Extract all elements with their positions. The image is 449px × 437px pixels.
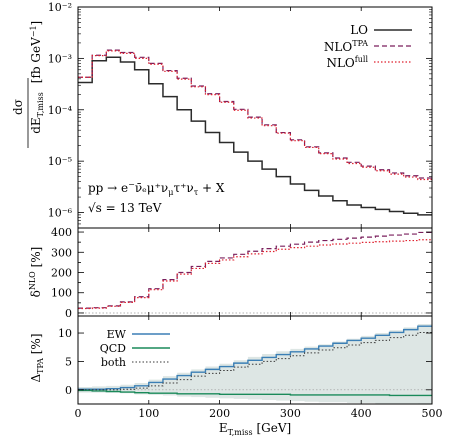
x-tick-label: 400 <box>351 407 372 420</box>
y-tick-label: 10⁻² <box>48 1 72 14</box>
svg-text:dσ: dσ <box>11 99 25 115</box>
tpa-line-qcd <box>78 389 432 397</box>
tpa-frame <box>77 315 433 405</box>
x-tick-label: 500 <box>422 407 443 420</box>
ratio-line-nlo-full <box>78 239 432 310</box>
legend-nlo-tpa-label: NLOTPA <box>324 39 368 54</box>
ratio-panel: 0 100 200 300 400 δNLO [%] <box>28 226 433 320</box>
main-legend: LO NLOTPA NLOfull <box>324 23 412 70</box>
x-axis-label: ET,miss [GeV] <box>219 421 291 437</box>
y-tick-label: 300 <box>51 246 72 259</box>
main-x-ticks <box>77 7 433 228</box>
ratio-x-ticks <box>77 228 433 316</box>
y-tick-label: 400 <box>51 226 72 239</box>
y-tick-label: 0 <box>65 307 72 320</box>
main-panel: 10⁻⁶ 10⁻⁵ 10⁻⁴ 10⁻³ 10⁻² dσ dET,miss [fb GeV… <box>11 1 433 229</box>
tpa-y-ticks: 0 5 10 <box>58 327 432 397</box>
y-tick-label: 10⁻⁶ <box>48 207 73 220</box>
x-tick-label: 200 <box>209 407 230 420</box>
tpa-x-ticks: 0 100 200 300 400 500 <box>75 316 443 420</box>
series-line-nlo-full <box>78 50 432 181</box>
x-tick-label: 300 <box>280 407 301 420</box>
legend-qcd-label: QCD <box>100 342 126 355</box>
svg-text:dET,miss: dET,miss <box>29 92 45 134</box>
ratio-y-label: δNLO [%] <box>28 247 43 298</box>
x-tick-label: 100 <box>138 407 159 420</box>
tpa-line-both <box>78 331 432 391</box>
tpa-plot-area <box>78 323 432 404</box>
ratio-line-nlo-tpa <box>78 231 432 309</box>
series-line-nlo-tpa <box>78 49 432 179</box>
legend-ew-label: EW <box>107 328 127 341</box>
y-tick-label: 0 <box>65 384 72 397</box>
tpa-legend: EW QCD both <box>100 328 170 369</box>
legend-lo-label: LO <box>350 23 368 37</box>
tpa-y-label: ΔTPA [%] <box>29 333 45 382</box>
y-tick-label: 10 <box>58 327 72 340</box>
uncertainty-band <box>78 323 432 404</box>
y-tick-label: 10⁻⁴ <box>48 104 73 117</box>
y-tick-label: 5 <box>65 355 72 368</box>
process-label: pp → e−ν̄ₑμ⁺νμτ⁺ντ + X <box>88 180 225 197</box>
y-tick-label: 10⁻⁵ <box>48 155 72 168</box>
ratio-y-ticks: 0 100 200 300 400 <box>51 226 432 320</box>
ratio-plot-area <box>78 231 432 314</box>
tpa-panel: 0 5 10 0 100 200 300 400 500 ΔTPA [%] EW QCD bo… <box>29 315 443 420</box>
energy-label: √s = 13 TeV <box>88 201 162 215</box>
x-tick-label: 0 <box>75 407 82 420</box>
legend-both-label: both <box>101 356 126 369</box>
y-tick-label: 10⁻³ <box>48 52 72 65</box>
main-y-ticks: 10⁻⁶ 10⁻⁵ 10⁻⁴ 10⁻³ 10⁻² <box>48 1 432 229</box>
main-y-label: dσ dET,miss [fb GeV−1] <box>11 21 45 148</box>
series-line-lo <box>78 56 432 216</box>
y-tick-label: 200 <box>51 267 72 280</box>
y-tick-label: 100 <box>51 287 72 300</box>
legend-nlo-full-label: NLOfull <box>326 55 368 70</box>
svg-text:[fb GeV−1]: [fb GeV−1] <box>29 21 43 83</box>
process-annotation: pp → e−ν̄ₑμ⁺νμτ⁺ντ + X √s = 13 TeV <box>88 180 225 215</box>
main-plot-area <box>78 49 432 216</box>
